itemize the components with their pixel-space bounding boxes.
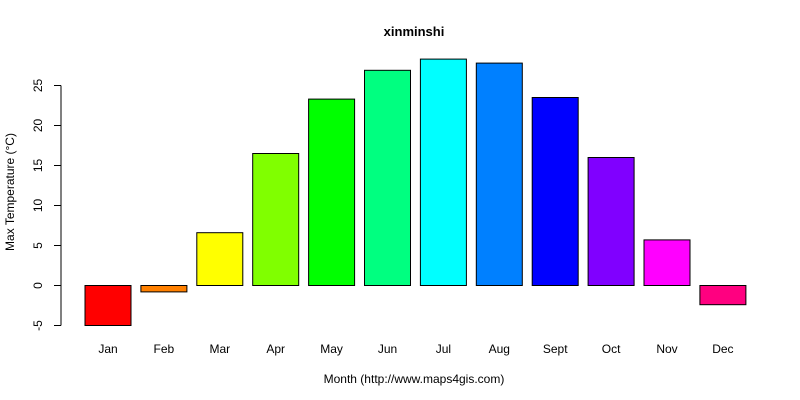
bars-group [84, 58, 747, 326]
bar-jun [364, 69, 411, 286]
y-tick-label: 15 [31, 159, 45, 173]
x-tick-label: Jun [378, 342, 397, 356]
bar-dec [699, 285, 747, 306]
bar-mar [196, 232, 244, 286]
x-axis-label: Month (http://www.maps4gis.com) [324, 372, 505, 386]
y-axis: -5 0 5 10 15 20 25 [31, 79, 62, 331]
bar-jul [419, 58, 467, 286]
chart-title: xinminshi [384, 24, 445, 39]
x-tick-label: Jul [436, 342, 451, 356]
bar-oct [587, 157, 635, 286]
y-tick-label: 5 [31, 242, 45, 249]
bar-feb [140, 285, 188, 293]
y-tick-label: -5 [31, 320, 45, 331]
bar-may [308, 98, 356, 286]
x-tick-label: Oct [602, 342, 621, 356]
y-tick-label: 10 [31, 199, 45, 213]
x-tick-label: Aug [489, 342, 510, 356]
x-tick-label: May [320, 342, 343, 356]
y-tick-label: 20 [31, 119, 45, 133]
x-axis: Jan Feb Mar Apr May Jun Jul Aug Sept Oct Nov Dec [98, 342, 733, 356]
x-tick-label: Apr [266, 342, 285, 356]
x-tick-label: Feb [154, 342, 175, 356]
x-tick-label: Nov [656, 342, 677, 356]
y-tick-label: 0 [31, 282, 45, 289]
y-axis-label: Max Temperature (°C) [3, 133, 17, 251]
x-tick-label: Jan [98, 342, 117, 356]
bar-nov [643, 239, 691, 286]
bar-aug [475, 62, 523, 286]
x-tick-label: Sept [543, 342, 568, 356]
x-tick-label: Dec [712, 342, 733, 356]
bar-apr [252, 153, 300, 286]
bar-jan [84, 285, 132, 326]
y-tick-label: 25 [31, 79, 45, 93]
bar-sept [531, 97, 579, 286]
x-tick-label: Mar [209, 342, 230, 356]
